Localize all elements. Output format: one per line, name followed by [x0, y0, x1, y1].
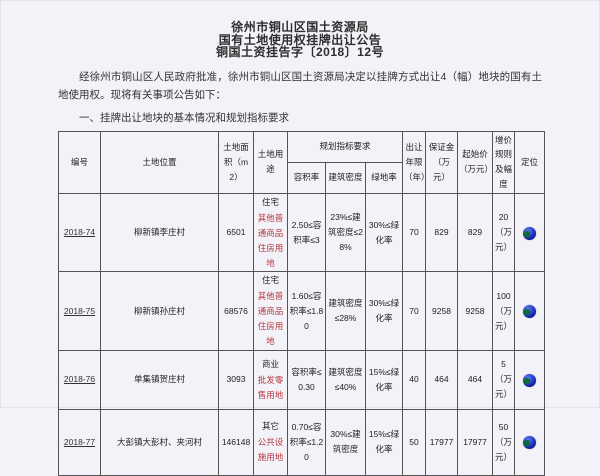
parcel-area: 146148: [218, 408, 254, 476]
parcel-use: 商业 批发零售用地: [253, 349, 288, 410]
parcel-years: 40: [402, 349, 427, 410]
parcel-use-detail: 其他普通商品住房用地: [257, 212, 284, 268]
parcel-locate-cell: [514, 271, 546, 351]
parcel-years: 70: [402, 192, 427, 273]
parcel-years: 70: [402, 271, 427, 351]
parcel-use-detail: 批发零售用地: [257, 374, 284, 400]
parcel-use-type: 商业: [261, 358, 279, 369]
col-header-area: 土地面积（m2）: [218, 130, 254, 194]
parcel-start-price: 829: [457, 192, 494, 273]
col-header-deposit: 保证金（万元）: [425, 130, 459, 194]
parcel-deposit: 9258: [425, 271, 459, 351]
parcel-use-detail: 其他普通商品住房用地: [257, 291, 284, 346]
parcel-locate-cell: [514, 192, 546, 273]
globe-icon[interactable]: [523, 373, 537, 387]
col-header-id: 编号: [58, 130, 101, 194]
parcel-use-type: 其它: [261, 421, 279, 432]
parcel-location: 柳新镇李庄村: [100, 192, 219, 273]
parcel-start-price: 17977: [457, 408, 494, 476]
table-row: 2018-74 柳新镇李庄村 6501 住宅其他普通商品住房用地 2.50≤容积…: [58, 192, 546, 273]
parcel-increment: 50（万元）: [492, 408, 516, 476]
parcel-building-density: 建筑密度≤28%: [325, 271, 366, 351]
parcel-locate-cell: [514, 408, 546, 476]
title-agency: 徐州市铜山区国土资源局: [231, 20, 369, 34]
parcel-area: 68576: [218, 271, 254, 351]
col-header-location: 土地位置: [100, 130, 219, 194]
parcel-building-density: 建筑密度≤40%: [325, 349, 366, 410]
parcel-plot-ratio: 1.60≤容积率≤1.80: [287, 271, 326, 351]
parcel-plot-ratio: 2.50≤容积率≤3: [287, 192, 326, 273]
parcel-deposit: 464: [425, 349, 459, 410]
parcel-green-ratio: 15%≤绿化率: [364, 408, 404, 476]
title-document-number: 铜国土资挂告字〔2018〕12号: [215, 45, 385, 59]
title-announcement: 国有土地使用权挂牌出让公告: [218, 32, 382, 47]
parcel-green-ratio: 30%≤绿化率: [364, 271, 404, 351]
col-header-locate: 定位: [514, 130, 546, 194]
parcel-increment: 100（万元）: [492, 271, 516, 351]
parcel-use-detail: 公共设施用地: [257, 437, 284, 463]
parcel-building-density: 30%≤建筑密度: [325, 408, 366, 476]
parcel-location: 单集镇贺庄村: [100, 349, 219, 410]
globe-icon[interactable]: [523, 304, 537, 318]
land-parcel-table: 编号 土地位置 土地面积（m2） 土地用途 规划指标要求 出让年限（年） 保证金…: [58, 130, 546, 476]
parcel-area: 6501: [218, 192, 254, 273]
col-header-use: 土地用途: [253, 130, 288, 194]
table-row: 2018-76 单集镇贺庄村 3093 商业批发零售用地 容积率≤0.30 建筑…: [58, 349, 546, 410]
parcel-use: 住宅其他普通商品住房用地: [253, 192, 288, 273]
parcel-id-link[interactable]: 2018-75: [63, 305, 96, 316]
globe-icon[interactable]: [523, 436, 537, 450]
section-heading: 一、挂牌出让地块的基本情况和规划指标要求: [79, 111, 289, 124]
parcel-green-ratio: 30%≤绿化率: [364, 192, 404, 273]
parcel-plot-ratio: 容积率≤0.30: [287, 349, 326, 410]
parcel-deposit: 829: [425, 192, 459, 273]
parcel-use: 住宅其他普通商品住房用地: [253, 271, 288, 351]
parcel-id-link[interactable]: 2018-76: [63, 374, 96, 385]
col-header-plot-ratio: 容积率: [287, 161, 326, 195]
parcel-building-density: 23%≤建筑密度≤28%: [325, 192, 366, 273]
parcel-start-price: 464: [457, 349, 494, 410]
parcel-plot-ratio: 0.70≤容积率≤1.20: [287, 408, 326, 476]
parcel-location: 大彭镇大彭村、夹河村: [100, 408, 219, 476]
parcel-use-type: 住宅: [261, 197, 279, 207]
col-header-planning-group: 规划指标要求: [286, 130, 404, 163]
parcel-id-link[interactable]: 2018-77: [63, 436, 96, 447]
col-header-years: 出让年限（年）: [402, 130, 427, 194]
table-row: 2018-75 柳新镇孙庄村 68576 住宅其他普通商品住房用地 1.60≤容…: [58, 271, 546, 351]
parcel-use: 其它 公共设施用地: [253, 408, 288, 476]
parcel-increment: 20（万元）: [492, 192, 516, 273]
document-title-block: 徐州市铜山区国土资源局 国有土地使用权挂牌出让公告 铜国土资挂告字〔2018〕1…: [1, 21, 599, 59]
col-header-increment: 增价规则及幅度: [492, 130, 516, 194]
table-row: 2018-77 大彭镇大彭村、夹河村 146148 其它公共设施用地 0.70≤…: [58, 408, 546, 476]
parcel-increment: 5（万元）: [492, 349, 516, 410]
parcel-deposit: 17977: [425, 408, 459, 476]
col-header-start-price: 起始价（万元）: [457, 130, 494, 194]
intro-paragraph: 经徐州市铜山区人民政府批准，徐州市铜山区国土资源局决定以挂牌方式出让4（幅）地块…: [58, 70, 542, 102]
parcel-locate-cell: [514, 349, 546, 410]
parcel-location: 柳新镇孙庄村: [100, 271, 219, 351]
parcel-area: 3093: [218, 349, 254, 410]
globe-icon[interactable]: [523, 226, 537, 240]
col-header-building-density: 建筑密度: [325, 161, 366, 195]
parcel-use-type: 住宅: [261, 275, 279, 286]
parcel-years: 50: [402, 408, 427, 476]
col-header-green-ratio: 绿地率: [364, 161, 404, 195]
parcel-green-ratio: 15%≤绿化率: [364, 349, 404, 410]
parcel-start-price: 9258: [457, 271, 494, 351]
parcel-id-link[interactable]: 2018-74: [63, 227, 96, 238]
